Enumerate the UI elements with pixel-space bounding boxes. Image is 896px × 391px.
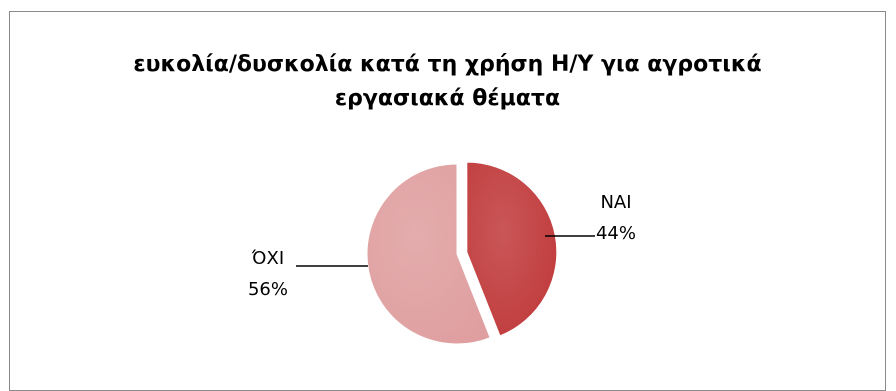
slice-percent-label: 56% [248,279,288,300]
chart-title-line-1: ευκολία/δυσκολία κατά τη χρήση Η/Υ για α… [133,52,762,77]
slice-name-label: ΝΑΙ [600,192,631,213]
pie-slice-ochi [366,163,491,345]
chart-title-line-2: εργασιακά θέματα [334,86,561,111]
pie-slice-nai [466,161,558,337]
chart-title: ευκολία/δυσκολία κατά τη χρήση Η/Υ για α… [10,48,885,116]
slice-name-label: ΌΧΙ [251,248,284,269]
pie-chart: ΝΑΙ 44% ΌΧΙ 56% [248,161,636,345]
slice-percent-label: 44% [596,223,636,244]
